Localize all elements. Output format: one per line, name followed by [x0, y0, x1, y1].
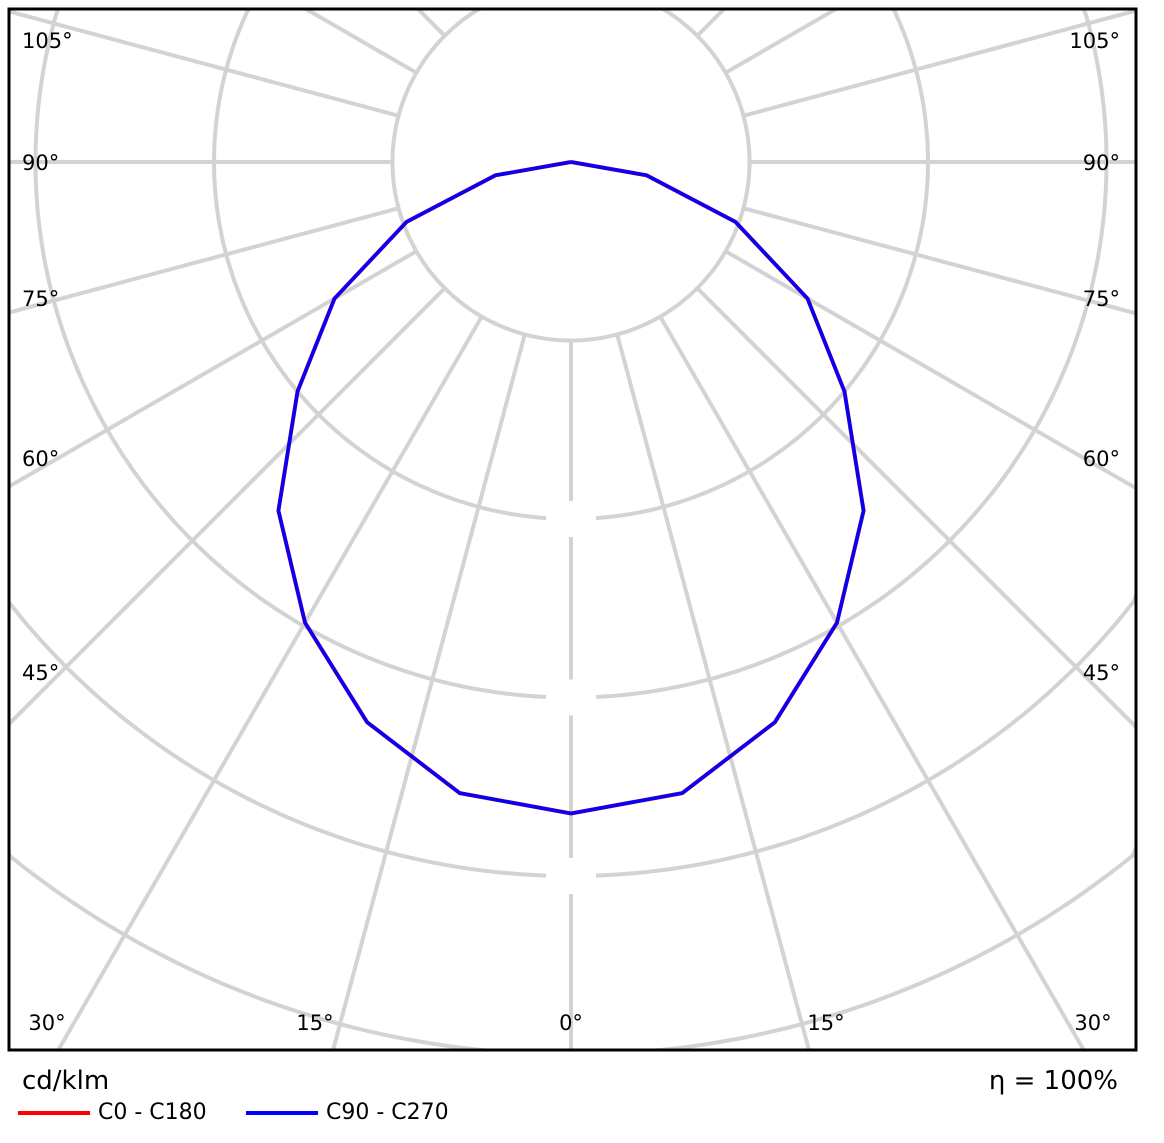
angle-label-left: 60°: [22, 447, 59, 471]
grid-spoke: [658, 315, 1086, 1049]
ring-label-gap: [546, 501, 596, 537]
legend-item-c0: C0 - C180: [18, 1100, 207, 1125]
angle-label-right: 75°: [1083, 287, 1120, 311]
grid-spoke: [742, 206, 1135, 316]
angle-label-left: 90°: [22, 151, 59, 175]
efficiency-label: η = 100%: [988, 1066, 1118, 1096]
unit-label: cd/klm: [22, 1066, 110, 1096]
legend-item-c90: C90 - C270: [246, 1100, 449, 1125]
legend-swatch-blue: [246, 1110, 318, 1115]
grid-spoke: [724, 249, 1135, 490]
legend-swatch-red: [18, 1110, 90, 1115]
grid-spoke: [416, 10, 447, 38]
grid-spoke: [331, 333, 527, 1049]
polar-grid: [10, 10, 1135, 1049]
series-line: [276, 160, 866, 816]
ring-label-gap: [546, 858, 596, 894]
grid-spoke: [695, 10, 726, 38]
grid-spoke: [10, 249, 418, 489]
grid-spoke: [742, 10, 1135, 118]
grid-spoke: [303, 10, 418, 75]
grid-spoke: [724, 10, 839, 75]
legend-label: C90 - C270: [326, 1100, 449, 1125]
polar-chart: 105° 90° 75° 60° 45° 105° 90° 75° 60° 45° 30° 15° 0°…: [7, 7, 1138, 1052]
grid-ring: [390, 10, 752, 343]
angle-label-right: 90°: [1083, 151, 1120, 175]
angle-label-bottom: 30°: [28, 1011, 65, 1035]
angle-label-right: 60°: [1083, 447, 1120, 471]
angle-label-right: 105°: [1069, 29, 1120, 53]
grid-spoke: [615, 333, 811, 1049]
curves: [276, 160, 866, 816]
ring-label-gap: [546, 679, 596, 716]
grid-spoke: [10, 206, 400, 315]
grid-spoke: [10, 10, 400, 118]
angle-label-right: 45°: [1083, 661, 1120, 685]
angle-label-left: 75°: [22, 287, 59, 311]
angle-label-left: 105°: [22, 29, 73, 53]
plot-frame: [7, 7, 1138, 1052]
angle-label-bottom: 0°: [559, 1011, 583, 1035]
grid-spoke: [695, 286, 1135, 729]
grid-spoke: [56, 315, 484, 1049]
angle-label-bottom: 15°: [296, 1011, 333, 1035]
grid-spoke: [10, 286, 447, 726]
legend-label: C0 - C180: [98, 1100, 207, 1125]
angle-label-bottom: 30°: [1074, 1011, 1111, 1035]
grid-ring: [10, 10, 1135, 878]
angle-label-bottom: 15°: [807, 1011, 844, 1035]
angle-labels: 105° 90° 75° 60° 45° 105° 90° 75° 60° 45° 30° 15° 0°…: [22, 29, 1120, 1035]
angle-label-left: 45°: [22, 661, 59, 685]
